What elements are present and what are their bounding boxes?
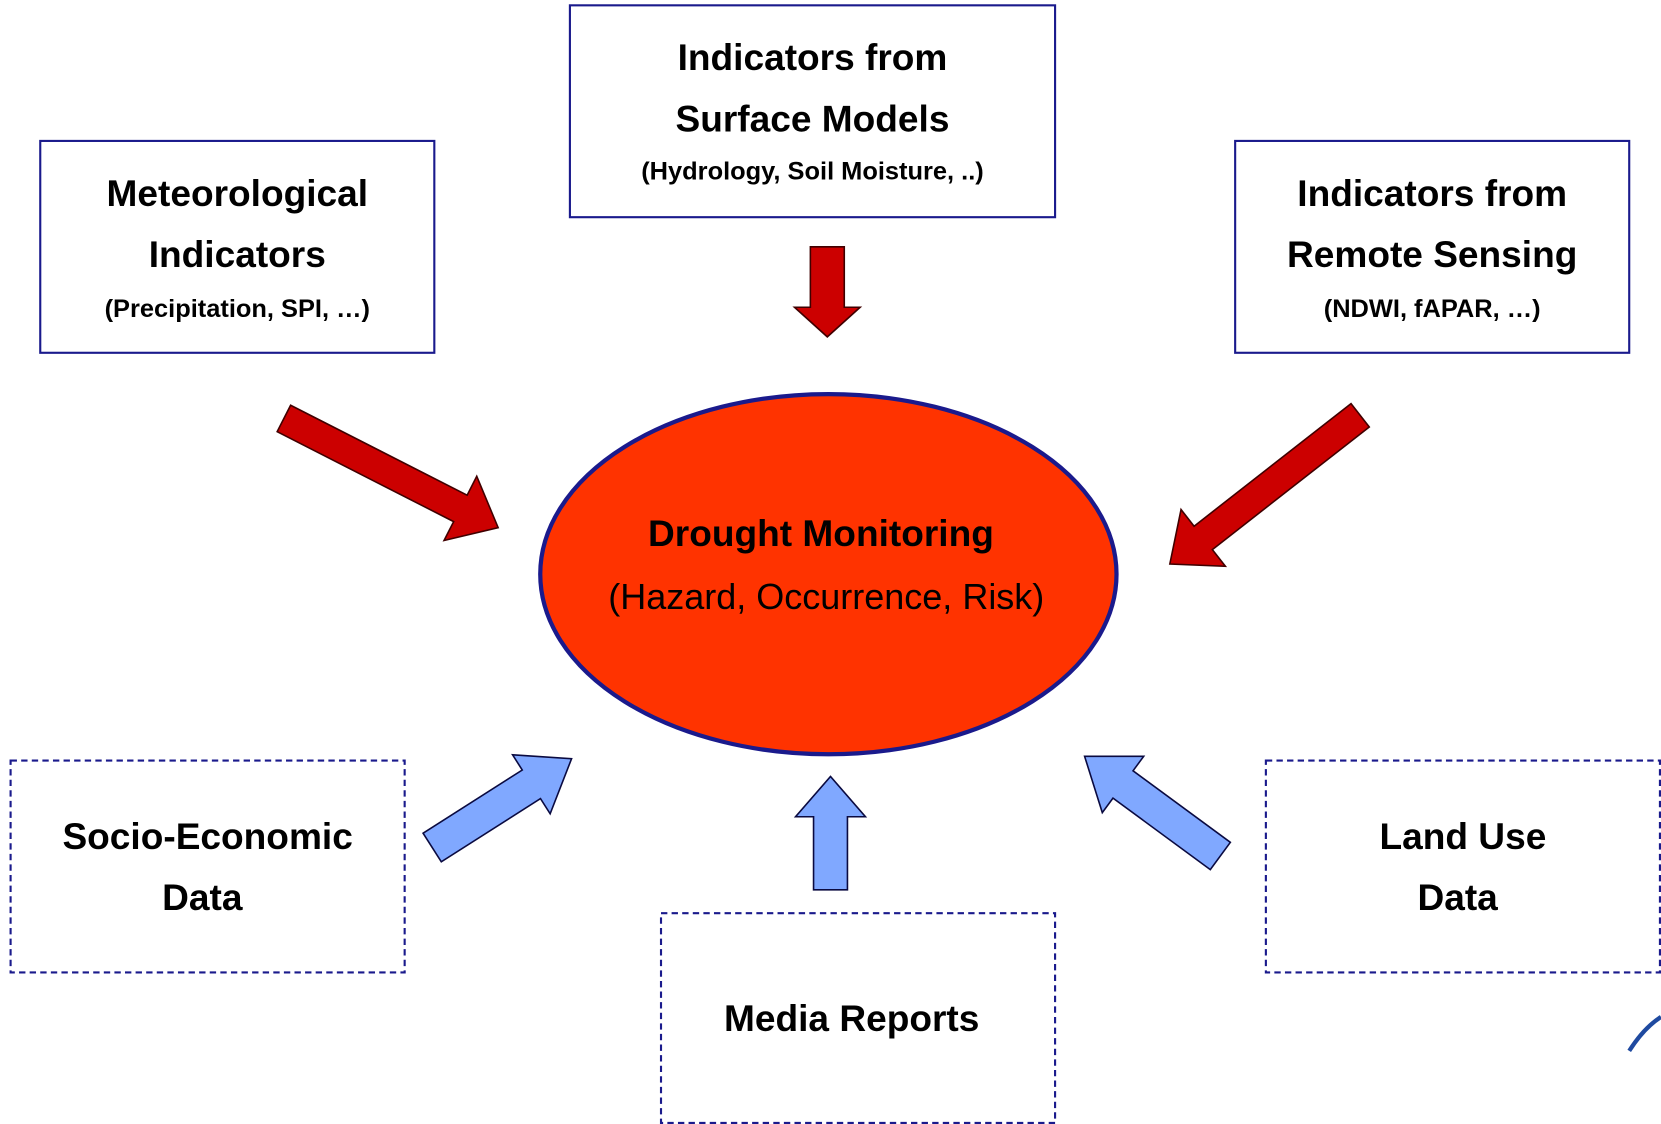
node-box: [1264, 759, 1661, 974]
arrow: [793, 775, 868, 891]
node-label: Surface Models: [676, 98, 950, 140]
node-box: [1234, 139, 1631, 354]
node-label: Indicators: [149, 233, 326, 275]
node-label: Remote Sensing: [1287, 233, 1577, 275]
node-label: Meteorological: [107, 172, 369, 214]
node-note: (Precipitation, SPI, …): [105, 295, 370, 323]
center-ellipse: [538, 391, 1119, 757]
node-note: (NDWI, fAPAR, …): [1324, 295, 1541, 323]
node-label: Socio-Economic: [62, 815, 352, 857]
arrow: [1083, 755, 1232, 871]
node-label: Data: [162, 876, 243, 918]
arrow: [1168, 402, 1371, 568]
arrow: [421, 753, 573, 863]
center-subtitle: (Hazard, Occurrence, Risk): [608, 576, 1044, 617]
node-label: Data: [1417, 876, 1498, 918]
node-label: Indicators from: [1297, 172, 1567, 214]
center-title: Drought Monitoring: [648, 512, 994, 554]
node-label: Media Reports: [724, 997, 979, 1039]
decoration: [1627, 1015, 1661, 1053]
node-label: Land Use: [1379, 815, 1546, 857]
node-box: [568, 4, 1057, 219]
arrow: [792, 246, 863, 338]
node-box: [659, 912, 1057, 1124]
node-note: (Hydrology, Soil Moisture, ..): [641, 157, 984, 185]
arrow: [276, 404, 500, 542]
node-box: [39, 139, 436, 354]
node-box: [9, 759, 406, 974]
node-label: Indicators from: [678, 36, 948, 78]
